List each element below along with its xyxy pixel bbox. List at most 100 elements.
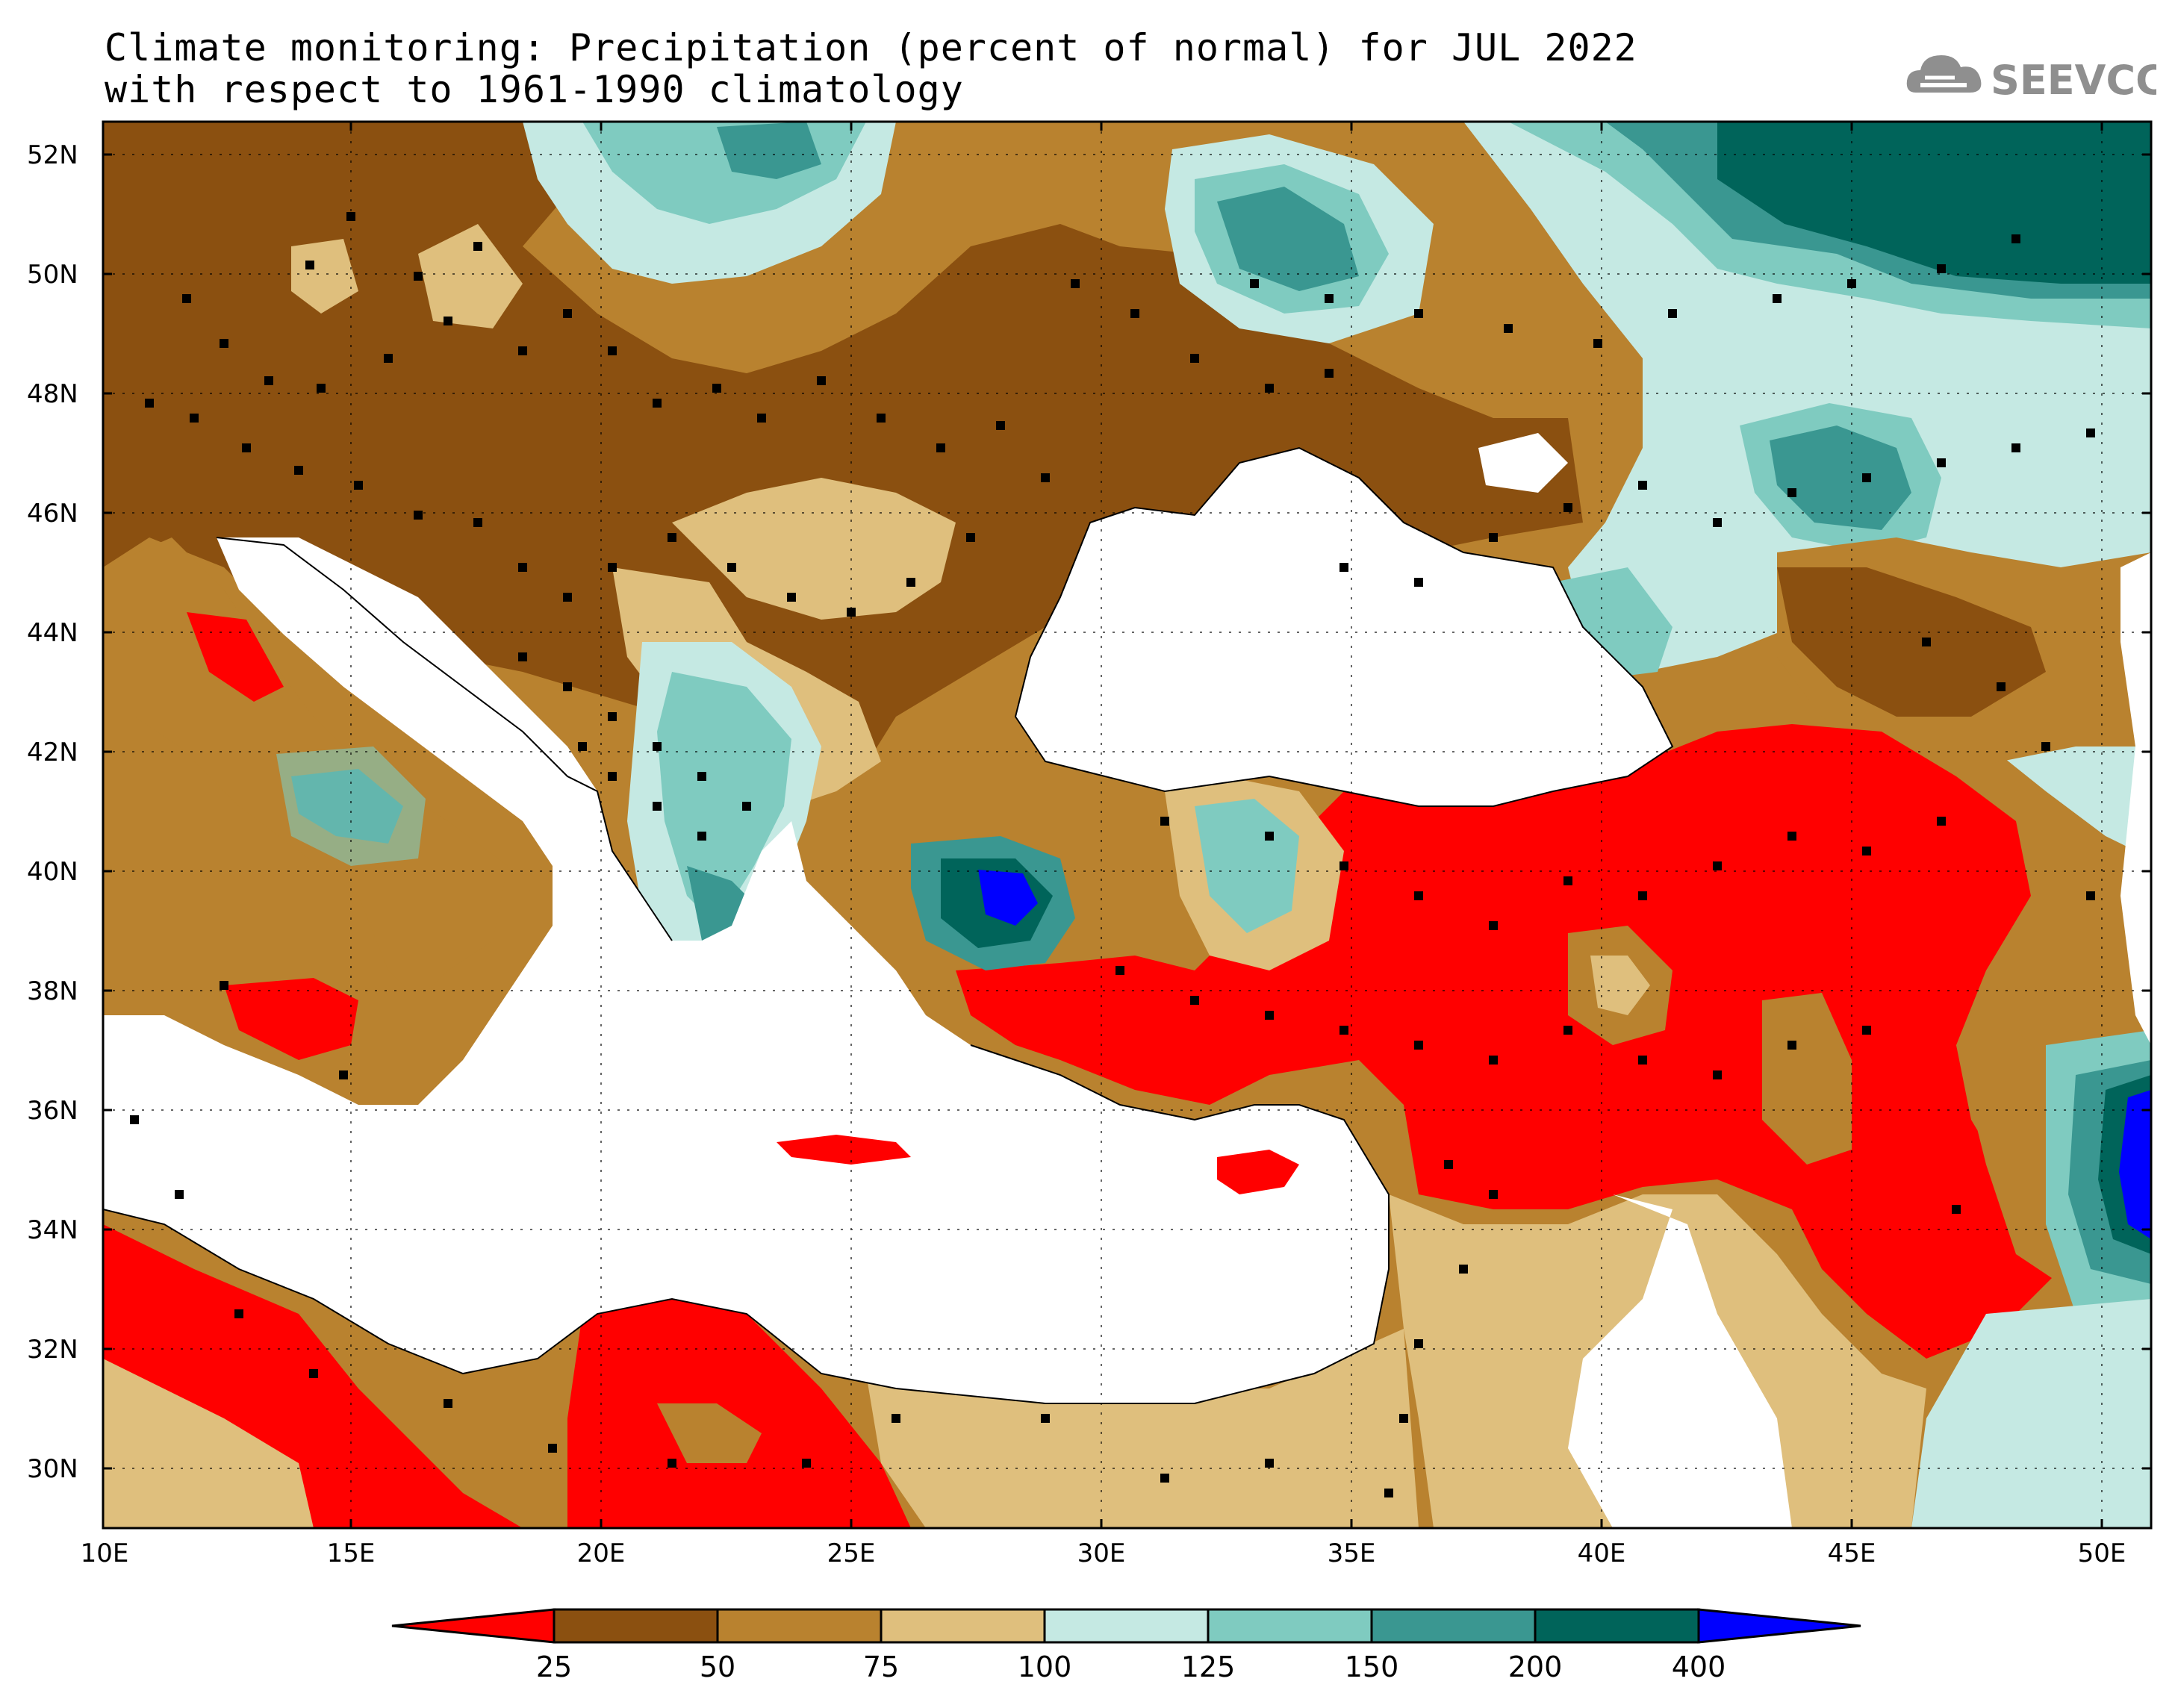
longitude-labels: 10E 15E 20E 25E 30E 35E 40E 45E 50E <box>81 1539 2126 1568</box>
station-marker <box>444 317 452 325</box>
station-marker <box>757 414 766 423</box>
station-marker <box>1787 832 1796 841</box>
station-marker <box>1265 1011 1274 1020</box>
station-marker <box>892 1414 900 1423</box>
colorbar-tick-label: 125 <box>1181 1651 1236 1683</box>
station-marker <box>653 802 662 811</box>
station-marker <box>727 563 736 572</box>
map-area <box>103 122 2151 1528</box>
lon-label: 10E <box>81 1539 129 1568</box>
station-marker <box>1459 1265 1468 1274</box>
station-marker <box>1713 518 1722 527</box>
station-marker <box>1504 324 1513 333</box>
station-marker <box>414 272 423 281</box>
colorbar-high-arrow <box>1697 1608 1861 1644</box>
lat-label: 32N <box>27 1335 78 1365</box>
station-marker <box>1384 1489 1393 1497</box>
station-marker <box>578 742 587 751</box>
station-marker <box>1325 294 1334 303</box>
colorbar-segment <box>1534 1608 1700 1644</box>
station-marker <box>518 652 527 661</box>
station-marker <box>518 563 527 572</box>
station-marker <box>1952 1205 1961 1214</box>
station-marker <box>182 294 191 303</box>
region-romania-normal <box>672 478 956 620</box>
station-marker <box>242 443 251 452</box>
station-marker <box>414 511 423 520</box>
station-marker <box>220 981 228 990</box>
station-marker <box>1160 817 1169 826</box>
region-poland-normal <box>418 224 523 328</box>
colorbar-segment <box>716 1608 883 1644</box>
colorbar-tick-label: 150 <box>1345 1651 1399 1683</box>
station-marker <box>877 414 886 423</box>
station-marker <box>130 1115 139 1124</box>
station-marker <box>1862 473 1871 482</box>
station-marker <box>1130 309 1139 318</box>
lat-label: 52N <box>27 140 78 170</box>
station-marker <box>1041 1414 1050 1423</box>
station-marker <box>608 346 617 355</box>
colorbar-segment <box>880 1608 1046 1644</box>
station-marker <box>1444 1160 1453 1169</box>
lon-label: 35E <box>1328 1539 1376 1568</box>
station-marker <box>1997 682 2006 691</box>
station-marker <box>1937 264 1946 273</box>
station-marker <box>1862 847 1871 855</box>
station-marker <box>1668 309 1677 318</box>
station-marker <box>1489 533 1498 542</box>
lat-label: 40N <box>27 857 78 887</box>
station-marker <box>1325 369 1334 378</box>
station-marker <box>936 443 945 452</box>
colorbar-tick-label: 400 <box>1672 1651 1726 1683</box>
station-marker <box>346 212 355 221</box>
station-marker <box>2011 443 2020 452</box>
lon-label: 50E <box>2078 1539 2126 1568</box>
seevccc-logo: SEEVCCC <box>1902 42 2175 109</box>
station-marker <box>548 1444 557 1453</box>
station-marker <box>220 339 228 348</box>
black-sea <box>1015 448 1673 806</box>
station-marker <box>1937 458 1946 467</box>
lat-label: 34N <box>27 1215 78 1245</box>
station-marker <box>384 354 393 363</box>
caspian-sea <box>2120 552 2151 1045</box>
station-marker <box>1414 309 1423 318</box>
map-title: Climate monitoring: Precipitation (perce… <box>105 26 1637 69</box>
lat-label: 50N <box>27 260 78 290</box>
station-marker <box>1638 481 1647 490</box>
station-marker <box>264 376 273 385</box>
station-marker <box>2086 428 2095 437</box>
lon-label: 30E <box>1077 1539 1126 1568</box>
sicily-fill <box>224 978 358 1060</box>
station-marker <box>1414 578 1423 587</box>
cloud-icon: SEEVCCC <box>1906 55 2175 104</box>
station-marker <box>1115 966 1124 975</box>
station-marker <box>787 593 796 602</box>
station-marker <box>1339 1026 1348 1035</box>
station-marker <box>234 1309 243 1318</box>
station-marker <box>444 1399 452 1408</box>
grid-lines <box>103 122 2151 1528</box>
station-marker <box>1713 1070 1722 1079</box>
station-marker <box>1787 1041 1796 1050</box>
colorbar-tick-label: 50 <box>700 1651 735 1683</box>
station-marker <box>1489 921 1498 930</box>
station-marker <box>1563 503 1572 512</box>
station-marker <box>742 802 751 811</box>
colorbar: 25 50 75 100 125 150 200 400 <box>391 1608 1861 1683</box>
station-marker <box>1773 294 1782 303</box>
station-marker <box>653 399 662 408</box>
lon-label: 15E <box>327 1539 376 1568</box>
station-marker <box>1265 832 1274 841</box>
colorbar-tick-label: 25 <box>536 1651 572 1683</box>
region-iran-very-wet <box>2119 1090 2151 1239</box>
station-marker <box>1847 279 1856 288</box>
station-marker <box>305 261 314 269</box>
station-marker <box>966 533 975 542</box>
colorbar-tick-label: 75 <box>863 1651 899 1683</box>
station-marker <box>996 421 1005 430</box>
station-marker <box>1339 563 1348 572</box>
station-marker <box>2041 742 2050 751</box>
